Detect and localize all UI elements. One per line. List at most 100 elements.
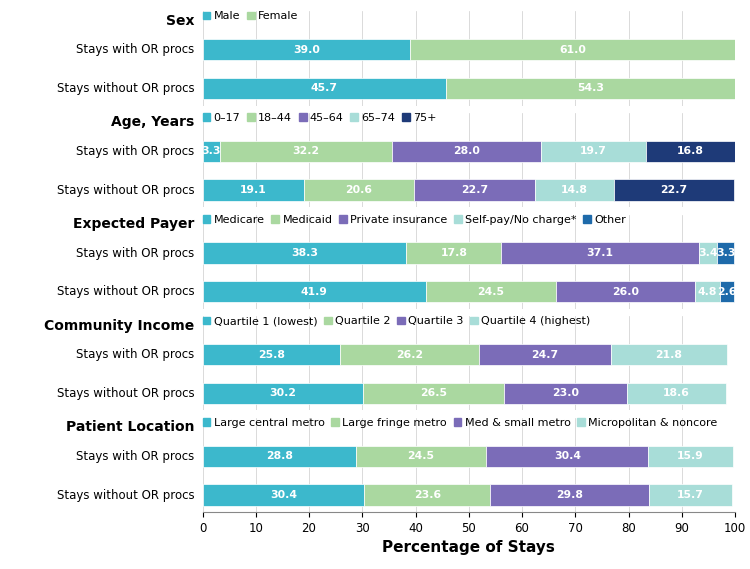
Bar: [649, 484, 732, 506]
Legend: Quartile 1 (lowest), Quartile 2, Quartile 3, Quartile 4 (highest): Quartile 1 (lowest), Quartile 2, Quartil…: [202, 316, 591, 327]
Text: 41.9: 41.9: [301, 287, 328, 297]
Text: 4.8: 4.8: [698, 287, 717, 297]
Text: 3.3: 3.3: [202, 146, 221, 156]
Bar: [220, 141, 392, 162]
Text: 22.7: 22.7: [460, 185, 488, 195]
Text: 21.8: 21.8: [656, 350, 682, 360]
Bar: [717, 242, 734, 263]
Bar: [425, 281, 556, 302]
Text: 24.5: 24.5: [407, 451, 434, 461]
X-axis label: Percentage of Stays: Percentage of Stays: [382, 541, 555, 555]
Bar: [392, 141, 541, 162]
Bar: [535, 179, 614, 201]
Bar: [364, 484, 490, 506]
Text: 20.6: 20.6: [346, 185, 373, 195]
Text: Stays without OR procs: Stays without OR procs: [57, 82, 194, 95]
Text: 19.1: 19.1: [240, 185, 267, 195]
Text: Stays without OR procs: Stays without OR procs: [57, 489, 194, 501]
Bar: [648, 446, 733, 467]
Text: 28.0: 28.0: [453, 146, 479, 156]
Bar: [627, 383, 726, 404]
Bar: [202, 141, 220, 162]
Text: Age, Years: Age, Years: [111, 116, 194, 129]
Text: Patient Location: Patient Location: [66, 420, 194, 434]
Bar: [202, 383, 363, 404]
Bar: [505, 383, 627, 404]
Text: 30.4: 30.4: [554, 451, 580, 461]
Text: 24.5: 24.5: [477, 287, 504, 297]
Text: 23.0: 23.0: [552, 389, 579, 398]
Bar: [340, 344, 479, 365]
Legend: Medicare, Medicaid, Private insurance, Self-pay/No charge*, Other: Medicare, Medicaid, Private insurance, S…: [202, 215, 626, 225]
Text: 19.7: 19.7: [580, 146, 607, 156]
Text: 38.3: 38.3: [291, 248, 318, 258]
Bar: [490, 484, 649, 506]
Text: 17.8: 17.8: [440, 248, 467, 258]
Text: 32.2: 32.2: [292, 146, 320, 156]
Text: 26.2: 26.2: [396, 350, 423, 360]
Text: 14.8: 14.8: [561, 185, 587, 195]
Text: 24.7: 24.7: [532, 350, 559, 360]
Legend: Male, Female: Male, Female: [202, 11, 298, 22]
Bar: [699, 242, 717, 263]
Bar: [202, 446, 356, 467]
Text: 16.8: 16.8: [676, 146, 703, 156]
Text: 29.8: 29.8: [556, 490, 583, 500]
Text: 3.4: 3.4: [698, 248, 718, 258]
Text: Stays with OR procs: Stays with OR procs: [76, 450, 194, 463]
Text: Stays with OR procs: Stays with OR procs: [76, 246, 194, 259]
Bar: [410, 39, 735, 60]
Bar: [304, 179, 414, 201]
Text: 37.1: 37.1: [586, 248, 613, 258]
Text: 25.8: 25.8: [258, 350, 285, 360]
Text: Sex: Sex: [166, 14, 194, 28]
Text: 26.5: 26.5: [420, 389, 447, 398]
Bar: [646, 141, 735, 162]
Text: 45.7: 45.7: [310, 84, 338, 93]
Legend: Large central metro, Large fringe metro, Med & small metro, Micropolitan & nonco: Large central metro, Large fringe metro,…: [202, 418, 718, 428]
Text: 30.4: 30.4: [270, 490, 297, 500]
Text: 2.6: 2.6: [717, 287, 736, 297]
Bar: [694, 281, 720, 302]
Bar: [202, 344, 340, 365]
Bar: [202, 242, 406, 263]
Bar: [202, 39, 410, 60]
Bar: [414, 179, 535, 201]
Text: 39.0: 39.0: [293, 45, 320, 55]
Text: 61.0: 61.0: [560, 45, 586, 55]
Bar: [720, 281, 734, 302]
Bar: [486, 446, 648, 467]
Text: Expected Payer: Expected Payer: [74, 217, 194, 231]
Bar: [446, 78, 735, 99]
Bar: [356, 446, 486, 467]
Bar: [202, 179, 304, 201]
Bar: [541, 141, 646, 162]
Bar: [479, 344, 611, 365]
Bar: [202, 484, 364, 506]
Text: 28.8: 28.8: [266, 451, 292, 461]
Bar: [556, 281, 694, 302]
Text: Stays with OR procs: Stays with OR procs: [76, 43, 194, 56]
Text: Community Income: Community Income: [44, 319, 194, 333]
Text: 30.2: 30.2: [269, 389, 296, 398]
Bar: [406, 242, 501, 263]
Text: 54.3: 54.3: [577, 84, 604, 93]
Text: 26.0: 26.0: [612, 287, 639, 297]
Bar: [611, 344, 727, 365]
Bar: [614, 179, 734, 201]
Text: Stays without OR procs: Stays without OR procs: [57, 184, 194, 197]
Text: Stays without OR procs: Stays without OR procs: [57, 285, 194, 298]
Text: 18.6: 18.6: [663, 389, 690, 398]
Bar: [202, 78, 446, 99]
Bar: [202, 281, 425, 302]
Legend: 0–17, 18–44, 45–64, 65–74, 75+: 0–17, 18–44, 45–64, 65–74, 75+: [202, 113, 436, 123]
Bar: [363, 383, 505, 404]
Text: 23.6: 23.6: [414, 490, 441, 500]
Bar: [501, 242, 699, 263]
Text: 3.3: 3.3: [716, 248, 736, 258]
Text: 15.7: 15.7: [677, 490, 704, 500]
Text: 15.9: 15.9: [677, 451, 704, 461]
Text: Stays with OR procs: Stays with OR procs: [76, 145, 194, 158]
Text: Stays without OR procs: Stays without OR procs: [57, 387, 194, 400]
Text: Stays with OR procs: Stays with OR procs: [76, 348, 194, 361]
